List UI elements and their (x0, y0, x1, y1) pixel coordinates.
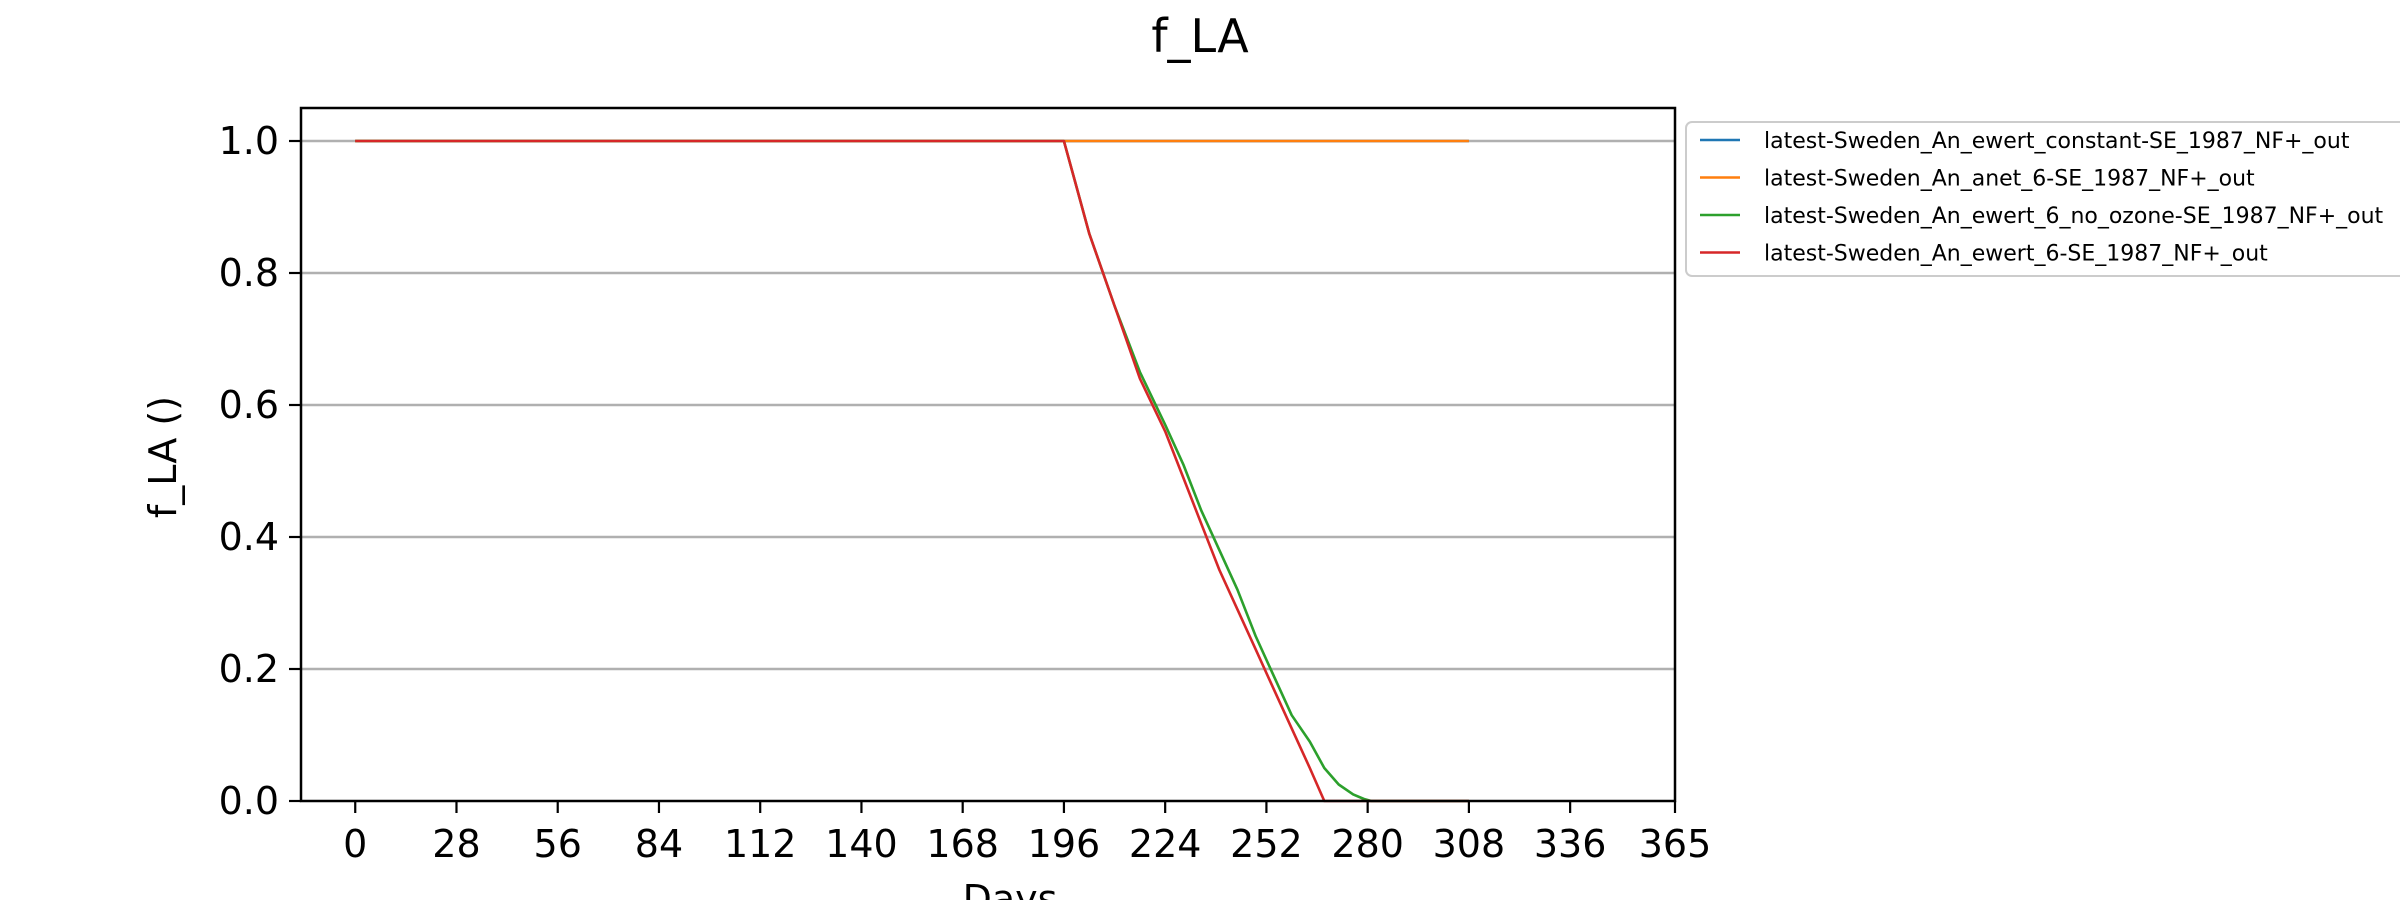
series-lines (355, 139, 1469, 803)
x-tick-label: 252 (1230, 822, 1303, 866)
x-tick-label: 280 (1331, 822, 1404, 866)
x-tick-label: 336 (1534, 822, 1607, 866)
x-axis-ticks: 0 28 56 84 112 140 168 196 224 252 280 308 336 365 (343, 801, 1711, 866)
y-tick-label: 0.6 (219, 383, 279, 427)
x-tick-label: 196 (1028, 822, 1101, 866)
x-tick-label: 84 (635, 822, 683, 866)
x-tick-label: 308 (1433, 822, 1506, 866)
x-tick-label: 224 (1129, 822, 1202, 866)
x-tick-label: 112 (724, 822, 797, 866)
x-axis-label: Days (963, 877, 1058, 900)
legend-box (1685, 121, 2400, 277)
x-tick-label: 365 (1639, 822, 1712, 866)
y-tick-label: 0.0 (219, 779, 279, 823)
x-tick-label: 140 (825, 822, 898, 866)
legend-label-1: latest-Sweden_An_ewert_constant-SE_1987_… (1764, 129, 2350, 154)
y-axis-label: f_LA () (141, 396, 185, 518)
series-line-3 (355, 139, 1469, 803)
y-axis-ticks: 0.0 0.2 0.4 0.6 0.8 1.0 (219, 119, 301, 823)
y-tick-label: 0.8 (219, 251, 279, 295)
series-line-4 (355, 139, 1469, 803)
legend-label-3: latest-Sweden_An_ewert_6_no_ozone-SE_198… (1764, 204, 2384, 229)
x-tick-label: 28 (432, 822, 480, 866)
x-tick-label: 56 (534, 822, 582, 866)
grid-lines (301, 139, 1675, 671)
y-tick-label: 0.4 (219, 515, 279, 559)
chart-title: f_LA (1151, 9, 1249, 63)
legend-label-4: latest-Sweden_An_ewert_6-SE_1987_NF+_out (1764, 242, 2268, 267)
x-tick-label: 168 (926, 822, 999, 866)
legend-label-2: latest-Sweden_An_anet_6-SE_1987_NF+_out (1764, 167, 2255, 192)
legend: latest-Sweden_An_ewert_constant-SE_1987_… (1685, 121, 2400, 277)
plot-frame (299, 106, 1677, 803)
y-tick-label: 0.2 (219, 647, 279, 691)
x-tick-label: 0 (343, 822, 367, 866)
y-tick-label: 1.0 (219, 119, 279, 163)
